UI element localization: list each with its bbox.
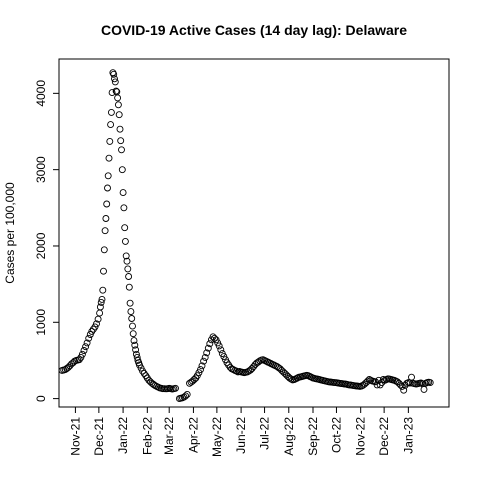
data-point bbox=[101, 227, 109, 235]
data-point bbox=[97, 298, 105, 306]
data-point bbox=[80, 347, 88, 354]
data-point bbox=[125, 273, 133, 280]
data-point bbox=[104, 184, 111, 192]
x-tick-label: May-22 bbox=[210, 417, 224, 457]
data-point bbox=[426, 379, 434, 387]
data-points bbox=[58, 69, 434, 403]
x-tick-label: Dec-22 bbox=[377, 417, 391, 456]
data-point bbox=[118, 146, 125, 154]
data-point bbox=[203, 349, 211, 357]
data-point bbox=[114, 94, 122, 102]
x-tick-label: Jan-23 bbox=[401, 417, 415, 454]
data-point bbox=[104, 172, 112, 180]
data-point bbox=[107, 121, 115, 129]
data-point bbox=[201, 353, 209, 361]
data-point bbox=[132, 346, 140, 354]
data-point bbox=[172, 384, 179, 392]
data-point bbox=[182, 392, 190, 400]
data-point bbox=[117, 137, 125, 145]
data-point bbox=[114, 101, 122, 109]
data-point bbox=[206, 340, 214, 348]
data-point bbox=[400, 386, 408, 394]
x-tick-label: Jun-22 bbox=[234, 417, 248, 454]
x-tick-label: Jan-22 bbox=[116, 417, 130, 454]
y-tick-label: 0 bbox=[34, 395, 48, 402]
data-point bbox=[121, 224, 129, 232]
x-tick-label: Sep-22 bbox=[306, 417, 320, 456]
data-point bbox=[105, 154, 113, 162]
y-tick-label: 1000 bbox=[34, 309, 48, 336]
data-point bbox=[200, 357, 208, 365]
data-point bbox=[398, 382, 406, 390]
data-point bbox=[85, 334, 93, 342]
data-point bbox=[420, 385, 428, 393]
data-point bbox=[128, 315, 136, 322]
data-point bbox=[129, 322, 136, 330]
data-point bbox=[397, 381, 404, 389]
data-point bbox=[122, 252, 130, 260]
data-point bbox=[130, 337, 138, 345]
data-point bbox=[82, 343, 90, 351]
y-tick-label: 4000 bbox=[34, 80, 48, 107]
data-point bbox=[106, 137, 114, 145]
data-point bbox=[110, 70, 118, 78]
data-point bbox=[108, 89, 116, 97]
data-point bbox=[83, 339, 91, 347]
data-point bbox=[217, 346, 225, 354]
x-tick-label: Feb-22 bbox=[140, 417, 154, 455]
x-tick-label: Apr-22 bbox=[186, 417, 200, 453]
x-tick-label: Nov-21 bbox=[68, 417, 82, 456]
data-point bbox=[197, 366, 204, 374]
data-point bbox=[99, 286, 107, 294]
data-point bbox=[98, 295, 106, 303]
x-tick-label: Oct-22 bbox=[329, 417, 343, 453]
data-point bbox=[102, 215, 110, 222]
data-point bbox=[100, 246, 108, 254]
data-point bbox=[124, 265, 132, 273]
data-point bbox=[119, 189, 127, 197]
data-point bbox=[211, 334, 218, 342]
data-point bbox=[408, 373, 415, 381]
data-point bbox=[96, 309, 104, 317]
data-point bbox=[123, 257, 131, 265]
data-point bbox=[120, 204, 128, 212]
data-point bbox=[93, 320, 100, 328]
data-point bbox=[215, 342, 223, 350]
y-axis: 0 1000 2000 3000 4000 bbox=[34, 80, 59, 402]
data-point bbox=[293, 374, 301, 382]
data-point bbox=[126, 299, 134, 307]
data-point bbox=[198, 362, 206, 370]
x-tick-label: Nov-22 bbox=[354, 417, 368, 456]
x-tick-label: Aug-22 bbox=[282, 417, 296, 456]
data-point bbox=[88, 327, 96, 335]
y-tick-label: 3000 bbox=[34, 156, 48, 183]
plot-frame bbox=[58, 58, 450, 408]
x-tick-label: Jul-22 bbox=[258, 417, 272, 450]
data-point bbox=[204, 344, 212, 352]
chart-title: COVID-19 Active Cases (14 day lag): Dela… bbox=[101, 22, 407, 38]
data-point bbox=[116, 125, 124, 133]
data-point bbox=[118, 166, 126, 174]
data-point bbox=[115, 111, 123, 119]
data-point bbox=[131, 341, 139, 349]
data-point bbox=[121, 237, 129, 245]
data-point bbox=[103, 200, 111, 208]
data-point bbox=[112, 87, 120, 95]
data-point bbox=[111, 78, 119, 86]
data-point bbox=[107, 108, 115, 116]
data-point bbox=[125, 283, 133, 291]
y-axis-label: Cases per 100,000 bbox=[3, 182, 17, 284]
data-point bbox=[183, 390, 191, 398]
data-point bbox=[96, 303, 104, 311]
y-tick-label: 2000 bbox=[34, 232, 48, 259]
x-axis: Nov-21 Dec-21 Jan-22 Feb-22 Mar-22 Apr-22 May-… bbox=[68, 407, 415, 457]
data-point bbox=[111, 75, 118, 83]
x-tick-label: Mar-22 bbox=[162, 417, 176, 455]
data-point bbox=[78, 350, 86, 358]
data-point bbox=[127, 308, 135, 316]
data-point bbox=[129, 330, 137, 338]
data-point bbox=[100, 267, 107, 275]
x-tick-label: Dec-21 bbox=[92, 417, 106, 456]
